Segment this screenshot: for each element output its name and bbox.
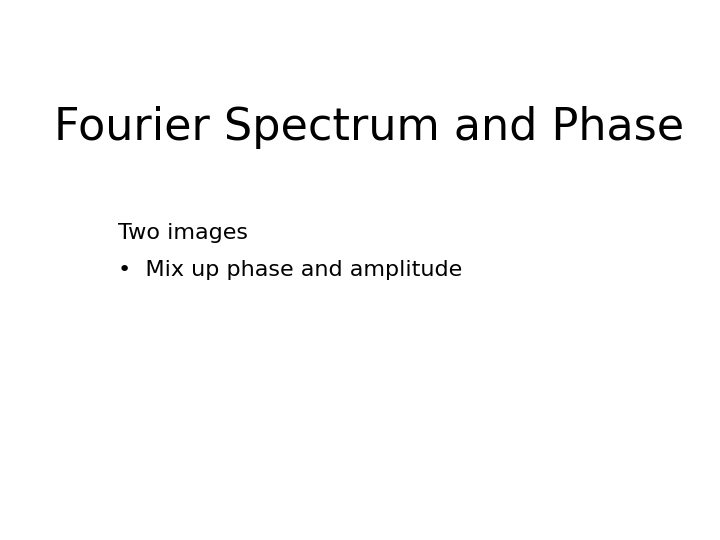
Text: •  Mix up phase and amplitude: • Mix up phase and amplitude — [118, 260, 462, 280]
Text: Fourier Spectrum and Phase: Fourier Spectrum and Phase — [54, 106, 684, 150]
Text: Two images: Two images — [118, 223, 248, 243]
